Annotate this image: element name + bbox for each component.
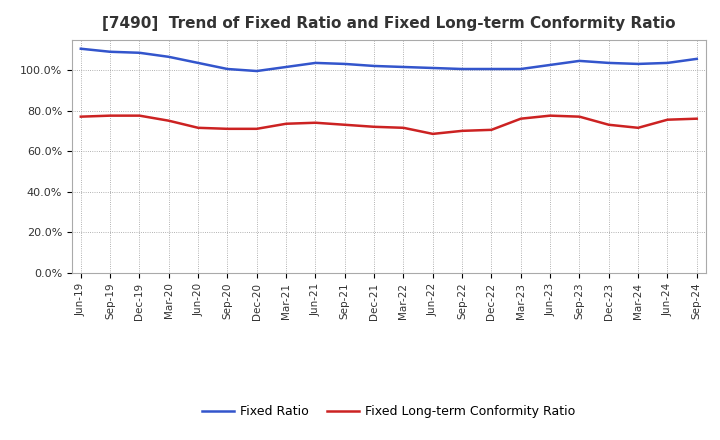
Fixed Ratio bbox=[605, 60, 613, 66]
Fixed Ratio bbox=[487, 66, 496, 72]
Fixed Long-term Conformity Ratio bbox=[341, 122, 349, 128]
Fixed Ratio bbox=[516, 66, 525, 72]
Line: Fixed Long-term Conformity Ratio: Fixed Long-term Conformity Ratio bbox=[81, 116, 697, 134]
Fixed Ratio bbox=[546, 62, 554, 68]
Fixed Long-term Conformity Ratio bbox=[282, 121, 290, 126]
Fixed Long-term Conformity Ratio bbox=[223, 126, 232, 132]
Fixed Long-term Conformity Ratio bbox=[428, 131, 437, 136]
Fixed Ratio bbox=[76, 46, 85, 51]
Fixed Ratio bbox=[194, 60, 202, 66]
Fixed Long-term Conformity Ratio bbox=[311, 120, 320, 125]
Fixed Ratio bbox=[634, 61, 642, 66]
Fixed Long-term Conformity Ratio bbox=[106, 113, 114, 118]
Fixed Long-term Conformity Ratio bbox=[253, 126, 261, 132]
Fixed Long-term Conformity Ratio bbox=[458, 128, 467, 133]
Fixed Long-term Conformity Ratio bbox=[546, 113, 554, 118]
Fixed Long-term Conformity Ratio bbox=[487, 127, 496, 132]
Fixed Ratio bbox=[106, 49, 114, 55]
Fixed Long-term Conformity Ratio bbox=[663, 117, 672, 122]
Legend: Fixed Ratio, Fixed Long-term Conformity Ratio: Fixed Ratio, Fixed Long-term Conformity … bbox=[197, 400, 580, 423]
Fixed Long-term Conformity Ratio bbox=[575, 114, 584, 119]
Fixed Ratio bbox=[282, 64, 290, 70]
Title: [7490]  Trend of Fixed Ratio and Fixed Long-term Conformity Ratio: [7490] Trend of Fixed Ratio and Fixed Lo… bbox=[102, 16, 675, 32]
Fixed Long-term Conformity Ratio bbox=[164, 118, 173, 123]
Fixed Ratio bbox=[164, 54, 173, 59]
Fixed Long-term Conformity Ratio bbox=[370, 124, 379, 129]
Fixed Long-term Conformity Ratio bbox=[135, 113, 144, 118]
Fixed Long-term Conformity Ratio bbox=[516, 116, 525, 121]
Fixed Long-term Conformity Ratio bbox=[634, 125, 642, 130]
Fixed Ratio bbox=[135, 50, 144, 55]
Fixed Ratio bbox=[370, 63, 379, 69]
Fixed Ratio bbox=[399, 64, 408, 70]
Fixed Long-term Conformity Ratio bbox=[693, 116, 701, 121]
Line: Fixed Ratio: Fixed Ratio bbox=[81, 49, 697, 71]
Fixed Ratio bbox=[223, 66, 232, 72]
Fixed Ratio bbox=[663, 60, 672, 66]
Fixed Long-term Conformity Ratio bbox=[399, 125, 408, 130]
Fixed Ratio bbox=[341, 61, 349, 66]
Fixed Ratio bbox=[458, 66, 467, 72]
Fixed Ratio bbox=[253, 68, 261, 73]
Fixed Long-term Conformity Ratio bbox=[76, 114, 85, 119]
Fixed Long-term Conformity Ratio bbox=[605, 122, 613, 128]
Fixed Long-term Conformity Ratio bbox=[194, 125, 202, 130]
Fixed Ratio bbox=[428, 66, 437, 71]
Fixed Ratio bbox=[575, 58, 584, 63]
Fixed Ratio bbox=[311, 60, 320, 66]
Fixed Ratio bbox=[693, 56, 701, 62]
